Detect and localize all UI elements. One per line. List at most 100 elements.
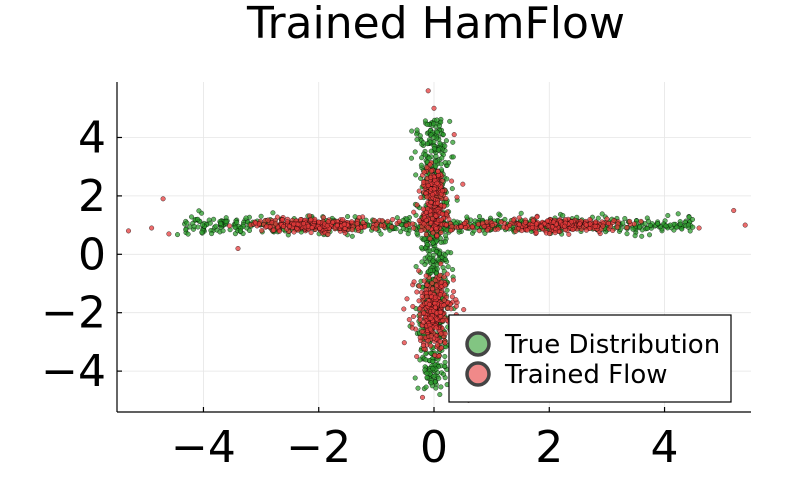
- data-point: [421, 278, 427, 284]
- data-point: [411, 225, 417, 231]
- data-point: [440, 131, 446, 138]
- data-point: [438, 384, 444, 390]
- data-point: [518, 210, 524, 216]
- data-point: [428, 220, 434, 226]
- data-point: [663, 223, 669, 229]
- data-point: [428, 293, 434, 300]
- axes: [116, 82, 751, 413]
- data-point: [349, 233, 355, 239]
- data-point: [232, 224, 238, 230]
- data-point: [437, 140, 443, 146]
- data-point: [428, 199, 434, 205]
- data-point: [317, 225, 323, 231]
- data-point: [334, 223, 340, 229]
- data-point: [686, 214, 692, 220]
- data-point: [378, 223, 384, 229]
- data-point: [667, 222, 673, 228]
- data-point: [624, 225, 630, 231]
- data-point: [524, 227, 530, 233]
- data-point: [271, 227, 277, 233]
- data-point: [533, 230, 539, 236]
- data-point: [428, 380, 434, 386]
- data-point: [562, 223, 568, 229]
- data-point: [432, 277, 438, 283]
- data-point: [440, 371, 447, 377]
- data-point: [195, 216, 201, 222]
- data-point: [431, 134, 437, 141]
- data-point: [462, 220, 468, 226]
- data-point: [438, 239, 444, 245]
- data-point: [434, 232, 440, 239]
- data-point: [439, 188, 445, 194]
- data-point: [614, 224, 620, 230]
- data-point: [428, 333, 434, 339]
- data-point: [463, 225, 469, 231]
- data-point: [453, 303, 459, 309]
- data-point: [419, 259, 425, 265]
- data-point: [406, 317, 412, 323]
- data-point: [373, 222, 379, 228]
- data-point: [637, 224, 643, 230]
- data-point: [679, 226, 685, 232]
- data-point: [530, 218, 536, 224]
- data-point: [605, 220, 612, 226]
- data-point: [442, 331, 448, 337]
- data-point: [431, 186, 437, 192]
- data-point: [436, 375, 442, 381]
- data-point: [404, 296, 410, 302]
- data-point: [436, 353, 442, 359]
- data-point: [655, 221, 661, 227]
- data-point: [516, 215, 522, 221]
- data-point: [196, 208, 202, 214]
- data-point: [424, 282, 430, 288]
- data-point: [449, 294, 455, 300]
- data-point: [416, 298, 422, 304]
- data-point: [234, 219, 240, 226]
- data-point: [445, 305, 451, 311]
- data-point: [429, 280, 435, 286]
- data-point: [425, 225, 431, 231]
- data-point: [316, 219, 322, 225]
- data-point: [611, 217, 617, 224]
- data-point: [437, 339, 443, 345]
- data-point: [423, 384, 429, 390]
- data-point: [425, 182, 431, 188]
- data-point: [595, 215, 601, 221]
- legend-item: Trained Flow: [465, 360, 668, 390]
- data-point: [442, 143, 448, 149]
- data-point: [430, 216, 436, 222]
- data-point: [498, 219, 504, 225]
- data-point: [440, 264, 446, 271]
- data-point: [451, 132, 457, 138]
- data-point: [428, 343, 434, 349]
- data-point: [442, 282, 448, 288]
- data-point: [411, 279, 417, 285]
- data-point: [421, 236, 427, 242]
- data-point: [469, 224, 475, 230]
- data-point: [438, 279, 444, 285]
- data-point: [560, 212, 566, 219]
- data-point: [430, 366, 436, 372]
- data-point: [421, 169, 427, 175]
- data-point: [291, 221, 297, 227]
- data-point: [450, 139, 456, 145]
- data-point: [604, 216, 610, 222]
- data-point: [599, 211, 605, 217]
- data-point: [426, 301, 432, 307]
- data-point: [410, 313, 417, 320]
- y-tick-label: −4: [41, 346, 106, 397]
- data-point: [354, 221, 360, 227]
- data-point: [438, 230, 444, 236]
- data-point: [425, 88, 431, 94]
- data-point: [550, 219, 557, 225]
- data-point: [405, 231, 411, 237]
- data-point: [433, 153, 439, 159]
- data-point: [453, 297, 459, 303]
- data-point: [444, 287, 450, 293]
- data-point: [428, 350, 434, 356]
- x-tick-label: −2: [286, 422, 351, 473]
- data-point: [435, 200, 441, 206]
- data-point: [622, 215, 628, 222]
- data-point: [624, 231, 630, 237]
